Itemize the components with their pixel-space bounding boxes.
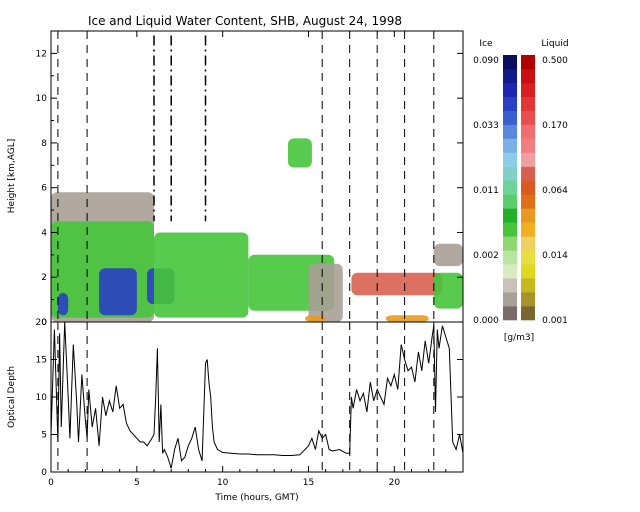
colorbar-liquid-swatch-10	[521, 166, 535, 181]
colorbar-liquid-swatch-11	[521, 152, 535, 167]
colorbar-liquid-tick-3: 0.170	[542, 121, 568, 131]
colorbar-ice-swatch-18	[503, 55, 517, 70]
colorbar-ice-tick-1: 0.002	[473, 251, 499, 261]
heatmap-y-tick-label-5: 10	[36, 94, 48, 104]
colorbar-ice-tick-0: 0.000	[473, 316, 499, 326]
colorbar-ice-label: Ice	[479, 39, 493, 49]
cloud-region-12	[305, 315, 326, 322]
x-tick-label-4: 20	[389, 478, 401, 488]
optical-depth-y-axis-label: Optical Depth	[7, 366, 17, 428]
colorbar-liquid-swatch-1	[521, 292, 535, 307]
colorbar-ice-swatch-12	[503, 138, 517, 153]
colorbar-liquid-swatch-14	[521, 110, 535, 125]
colorbar-liquid-swatch-6	[521, 222, 535, 237]
colorbar-ice-swatch-5	[503, 236, 517, 251]
colorbar-liquid-swatch-7	[521, 208, 535, 223]
colorbar-ice-swatch-16	[503, 82, 517, 98]
optical-depth-y-ticks: 0 5 10 15 20	[36, 318, 463, 478]
cloud-region-11	[433, 243, 463, 267]
colorbar-liquid-swatch-15	[521, 96, 535, 111]
x-axis-label: Time (hours, GMT)	[214, 493, 298, 503]
colorbar-liquid-swatch-16	[521, 82, 535, 98]
od-y-tick-label-4: 20	[36, 318, 48, 328]
colorbar-ice-swatch-7	[503, 208, 517, 223]
x-tick-label-1: 5	[134, 478, 140, 488]
colorbar-liquid-tick-2: 0.064	[542, 186, 568, 196]
cloud-region-13	[385, 315, 429, 322]
colorbar-liquid-swatch-17	[521, 68, 535, 84]
cloud-region-9	[351, 272, 443, 296]
cloud-field	[51, 138, 463, 322]
colorbar-liquid-swatch-4	[521, 250, 535, 265]
colorbar-ice-swatch-8	[503, 194, 517, 209]
heatmap-y-tick-label-6: 12	[36, 49, 47, 59]
x-tick-label-2: 10	[217, 478, 229, 488]
colorbar-ice-swatch-10	[503, 166, 517, 181]
colorbar-ice-swatch-15	[503, 96, 517, 111]
heatmap-panel: 0 2 4 6 8 10 12 Height [km,AGL]	[7, 30, 464, 328]
colorbar-liquid-swatch-9	[521, 180, 535, 195]
heatmap-markers	[57, 31, 435, 322]
colorbar-liquid-swatch-5	[521, 236, 535, 251]
colorbar-ice-swatch-0	[503, 306, 517, 321]
colorbar-liquid-swatch-12	[521, 138, 535, 153]
colorbar-liquid-swatch-2	[521, 278, 535, 293]
colorbar-ice-swatch-9	[503, 180, 517, 195]
od-y-tick-label-0: 0	[41, 468, 47, 478]
x-tick-label-0: 0	[48, 478, 54, 488]
colorbar-units: [g/m3]	[504, 333, 534, 343]
heatmap-y-tick-label-2: 4	[41, 228, 47, 238]
optical-depth-line	[50, 321, 464, 469]
cloud-region-3	[57, 292, 69, 316]
od-y-tick-label-2: 10	[36, 393, 48, 403]
colorbar-liquid-tick-1: 0.014	[542, 251, 568, 261]
colorbar-liquid-swatch-3	[521, 264, 535, 279]
cloud-region-2	[99, 268, 137, 316]
colorbar-ice-swatch-17	[503, 68, 517, 84]
colorbar-ice-swatch-14	[503, 110, 517, 125]
cloud-region-7	[287, 138, 312, 168]
cloud-region-5	[154, 232, 249, 318]
cloud-region-10	[433, 272, 463, 309]
heatmap-y-tick-label-1: 2	[41, 273, 47, 283]
colorbar-liquid-swatch-8	[521, 194, 535, 209]
colorbar-ice-swatch-6	[503, 222, 517, 237]
heatmap-y-axis-label: Height [km,AGL]	[7, 139, 17, 213]
cloud-region-8	[308, 263, 343, 322]
colorbar-ice-tick-4: 0.090	[473, 56, 499, 66]
colorbar-ice-swatch-3	[503, 264, 517, 279]
colorbar-ticks: 0.000 0.001 0.002 0.014 0.011 0.064 0.033 0.170…	[473, 56, 568, 326]
colorbar-liquid-swatch-13	[521, 124, 535, 139]
colorbar-ice-swatch-1	[503, 292, 517, 307]
colorbar-ice-swatch-11	[503, 152, 517, 167]
chart-title: Ice and Liquid Water Content, SHB, Augus…	[88, 14, 402, 28]
colorbar-liquid-swatch-0	[521, 306, 535, 321]
colorbar-swatches	[503, 55, 535, 321]
heatmap-y-tick-label-0: 0	[41, 318, 47, 328]
colorbar: Ice Liquid 0.000 0.001 0.002 0.014 0.011 0.06…	[473, 39, 568, 343]
x-tick-label-3: 15	[303, 478, 314, 488]
colorbar-liquid-tick-0: 0.001	[542, 316, 568, 326]
heatmap-y-ticks: 0 2 4 6 8 10 12	[36, 30, 463, 328]
colorbar-ice-swatch-2	[503, 278, 517, 293]
od-y-tick-label-1: 5	[41, 431, 47, 441]
colorbar-liquid-label: Liquid	[541, 39, 568, 49]
colorbar-ice-tick-2: 0.011	[473, 186, 499, 196]
od-y-tick-label-3: 15	[36, 356, 47, 366]
heatmap-y-tick-label-4: 8	[41, 139, 47, 149]
optical-depth-x-ticks: 0 5 10 15 20	[48, 31, 447, 488]
colorbar-ice-tick-3: 0.033	[473, 121, 499, 131]
colorbar-liquid-swatch-18	[521, 55, 535, 70]
heatmap-y-tick-label-3: 6	[41, 184, 47, 194]
optical-depth-markers	[57, 322, 435, 472]
colorbar-ice-swatch-4	[503, 250, 517, 265]
colorbar-liquid-tick-4: 0.500	[542, 56, 568, 66]
colorbar-ice-swatch-13	[503, 124, 517, 139]
